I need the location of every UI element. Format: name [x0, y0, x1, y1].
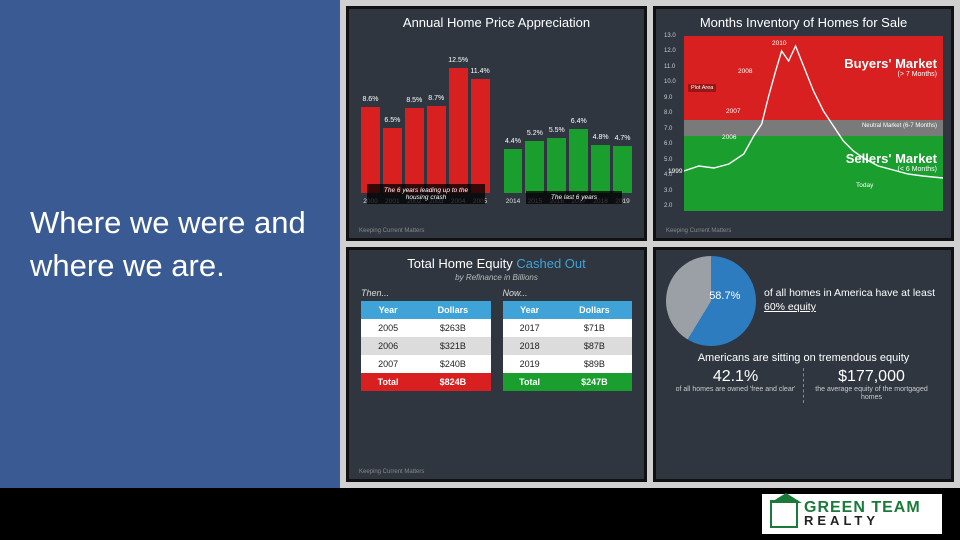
panel-equity-stats: 58.7% of all homes in America have at le…	[653, 247, 954, 482]
table-now: YearDollars2017$71B2018$87B2019$89BTotal…	[503, 301, 633, 391]
year-1999: 1999	[668, 168, 682, 175]
year-today: Today	[856, 182, 873, 189]
year-2007: 2007	[726, 108, 740, 115]
neutral-label: Neutral Market (6-7 Months)	[862, 123, 937, 129]
bar: 8.6%2000	[361, 107, 380, 193]
stat-2: $177,000 the average equity of the mortg…	[803, 368, 939, 403]
bar: 11.4%2005	[471, 79, 490, 193]
panel3-footer: Keeping Current Matters	[359, 469, 424, 475]
stats-row: 42.1% of all homes are owned 'free and c…	[656, 368, 951, 403]
bar: 4.8%2018	[591, 145, 610, 193]
bar: 6.4%2017	[569, 129, 588, 193]
panel-inventory: Months Inventory of Homes for Sale 13.01…	[653, 6, 954, 241]
table-then: YearDollars2005$263B2006$321B2007$240BTo…	[361, 301, 491, 391]
bar: 5.2%2015	[525, 141, 544, 193]
logo-line2: REALTY	[804, 515, 921, 527]
bar: 4.4%2014	[504, 149, 523, 193]
panel-grid: Annual Home Price Appreciation 8.6%20006…	[340, 0, 960, 488]
panel-price-appreciation: Annual Home Price Appreciation 8.6%20006…	[346, 6, 647, 241]
bar-chart: 8.6%20006.5%20018.5%20028.7%200312.5%200…	[349, 38, 644, 193]
panel1-title: Annual Home Price Appreciation	[349, 9, 644, 34]
panel3-title: Total Home Equity Cashed Out	[349, 250, 644, 275]
bar: 4.7%2019	[613, 146, 632, 193]
panel2-title: Months Inventory of Homes for Sale	[656, 9, 951, 34]
logo: GREEN TEAM REALTY	[762, 494, 942, 534]
house-icon	[770, 500, 798, 528]
annotation-left: The 6 years leading up to the housing cr…	[367, 184, 485, 204]
then-label: Then...	[361, 288, 491, 298]
sidebar-heading: Where we were and where we are.	[30, 201, 310, 288]
bar: 8.5%2002	[405, 108, 424, 193]
buyers-market-label: Buyers' Market (> 7 Months)	[844, 56, 937, 78]
stat-1: 42.1% of all homes are owned 'free and c…	[668, 368, 803, 403]
equity-tables: Then... YearDollars2005$263B2006$321B200…	[349, 282, 644, 397]
pie-text: of all homes in America have at least 60…	[764, 287, 941, 314]
pie-pct-label: 58.7%	[709, 290, 740, 302]
panel3-subtitle: by Refinance in Billions	[349, 273, 644, 282]
year-2006: 2006	[722, 134, 736, 141]
panel-equity-cashed: Total Home Equity Cashed Out by Refinanc…	[346, 247, 647, 482]
bar: 5.5%2016	[547, 138, 566, 193]
plot-area-label: Plot Area	[688, 84, 716, 92]
year-2008: 2008	[738, 68, 752, 75]
sellers-market-label: Sellers' Market (< 6 Months)	[846, 151, 937, 173]
pie-chart: 58.7%	[666, 256, 756, 346]
panel1-footer: Keeping Current Matters	[359, 228, 424, 234]
bar: 12.5%2004	[449, 68, 468, 193]
inventory-chart: 13.012.011.010.09.08.07.06.05.04.03.02.0…	[664, 36, 943, 211]
stats-title: Americans are sitting on tremendous equi…	[656, 352, 951, 364]
annotation-right: The last 6 years	[526, 191, 622, 204]
now-label: Now...	[503, 288, 633, 298]
bar: 8.7%2003	[427, 106, 446, 193]
year-2010: 2010	[772, 40, 786, 47]
panel2-footer: Keeping Current Matters	[666, 228, 731, 234]
sidebar: Where we were and where we are.	[0, 0, 340, 488]
